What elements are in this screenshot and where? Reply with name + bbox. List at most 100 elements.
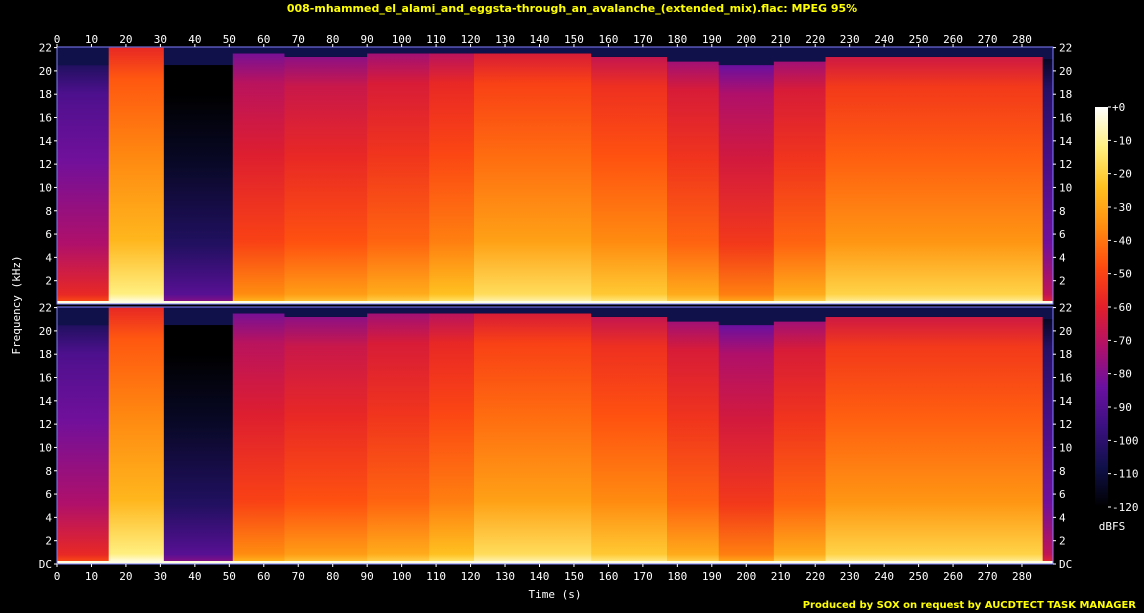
spectrogram-segment <box>939 316 1044 564</box>
y-tick-label-left: 18 <box>39 348 52 361</box>
x-tick-label-top: 200 <box>736 33 756 46</box>
y-tick-label-left: 2 <box>45 275 52 288</box>
x-tick-label-top: 190 <box>702 33 722 46</box>
y-tick-label-right: 14 <box>1059 135 1073 148</box>
spectrogram-channel-bottom <box>57 307 1053 564</box>
y-tick-label-left: 8 <box>45 465 52 478</box>
x-tick-label-top: 150 <box>564 33 584 46</box>
colorbar-tick-label: -70 <box>1112 334 1132 347</box>
spectrogram-segment <box>718 65 775 304</box>
x-tick-label-top: 160 <box>598 33 618 46</box>
spectrogram-cutoff-band <box>825 47 940 57</box>
x-tick-label-top: 10 <box>85 33 98 46</box>
spectrogram-segment <box>773 321 827 564</box>
spectrogram-segment <box>232 53 285 304</box>
y-tick-label-right: 22 <box>1059 42 1072 55</box>
colorbar-tick-label: -40 <box>1112 234 1132 247</box>
colorbar-tick-label: -30 <box>1112 201 1132 214</box>
x-tick-label-bottom: 70 <box>292 570 305 583</box>
x-tick-label-bottom: 60 <box>257 570 270 583</box>
plot-frame <box>56 306 1054 565</box>
y-tick-label-left: 20 <box>39 65 52 78</box>
x-tick-label-bottom: 150 <box>564 570 584 583</box>
y-tick-label-right: 12 <box>1059 158 1072 171</box>
y-tick-label-left: 16 <box>39 112 52 125</box>
spectrogram-segment <box>232 313 285 564</box>
x-tick-label-bottom: 250 <box>909 570 929 583</box>
y-tick-label-left: 14 <box>39 135 53 148</box>
y-tick-label-right: 20 <box>1059 325 1072 338</box>
x-tick-label-top: 100 <box>392 33 412 46</box>
spectrogram-cutoff-band <box>667 47 720 62</box>
x-tick-label-top: 180 <box>667 33 687 46</box>
spectrogram-cutoff-band <box>429 47 475 54</box>
spectrogram-segment <box>284 316 368 564</box>
x-tick-label-bottom: 220 <box>805 570 825 583</box>
spectrogram-segment <box>825 316 940 564</box>
x-tick-label-bottom: 90 <box>361 570 374 583</box>
x-tick-label-bottom: 190 <box>702 570 722 583</box>
x-tick-label-top: 90 <box>361 33 374 46</box>
spectrogram-segment <box>108 307 165 564</box>
y-tick-label-right: 8 <box>1059 465 1066 478</box>
spectrogram-segment <box>163 325 234 564</box>
y-tick-label-left: 16 <box>39 372 52 385</box>
x-tick-label-top: 30 <box>154 33 167 46</box>
x-tick-label-bottom: 170 <box>633 570 653 583</box>
spectrogram-channel-top <box>57 47 1053 304</box>
spectrogram-segment <box>667 61 720 304</box>
y-tick-label-right: 10 <box>1059 441 1072 454</box>
y-tick-label-left: 6 <box>45 488 52 501</box>
spectrogram-segment <box>367 313 430 564</box>
spectrogram-cutoff-band <box>939 47 1044 57</box>
spectrogram-cutoff-band <box>1042 47 1053 60</box>
x-tick-label-top: 40 <box>188 33 201 46</box>
spectrogram-segment <box>718 325 775 564</box>
x-tick-label-bottom: 180 <box>667 570 687 583</box>
spectrogram-segment <box>284 56 368 304</box>
x-tick-label-bottom: 230 <box>840 570 860 583</box>
x-tick-label-bottom: 270 <box>978 570 998 583</box>
x-tick-label-bottom: 210 <box>771 570 791 583</box>
y-tick-label-right: 14 <box>1059 395 1073 408</box>
spectrogram-cutoff-band <box>232 307 285 314</box>
colorbar-tick-label: -120 <box>1112 501 1139 514</box>
x-tick-label-top: 170 <box>633 33 653 46</box>
spectrogram-cutoff-band <box>773 307 827 322</box>
y-tick-label-right: 2 <box>1059 275 1066 288</box>
y-tick-label-right: 4 <box>1059 251 1066 264</box>
colorbar-tick-label: -80 <box>1112 368 1132 381</box>
colorbar-tick-label: -110 <box>1112 468 1139 481</box>
y-tick-label-left: DC <box>39 558 52 571</box>
spectrogram-segment <box>591 316 668 564</box>
x-tick-label-top: 260 <box>943 33 963 46</box>
x-tick-label-top: 20 <box>119 33 132 46</box>
spectrogram-segment <box>429 53 475 304</box>
dc-line <box>57 301 1053 304</box>
x-tick-label-bottom: 200 <box>736 570 756 583</box>
colorbar: +0 -10 -20 -30 -40 -50 -60 -70 -80 -90 -100 -110 -12… <box>1095 101 1139 533</box>
spectrogram-segment <box>57 325 110 564</box>
y-tick-label-right: 8 <box>1059 205 1066 218</box>
dc-line <box>57 561 1053 564</box>
spectrogram-cutoff-band <box>939 307 1044 317</box>
y-tick-label-right: 18 <box>1059 88 1072 101</box>
x-tick-label-bottom: 0 <box>54 570 61 583</box>
spectrogram-segment <box>667 321 720 564</box>
spectrogram-segment <box>939 56 1044 304</box>
y-tick-label-right: 2 <box>1059 535 1066 548</box>
colorbar-tick-label: -60 <box>1112 301 1132 314</box>
y-tick-label-right: 20 <box>1059 65 1072 78</box>
x-tick-label-bottom: 20 <box>119 570 132 583</box>
y-tick-label-right: 16 <box>1059 112 1072 125</box>
x-tick-label-bottom: 120 <box>461 570 481 583</box>
spectrogram-cutoff-band <box>429 307 475 314</box>
spectrogram-cutoff-band <box>57 307 110 326</box>
axes: 0 0 10 10 20 20 30 30 40 40 50 50 60 60 70 70 80 80 90 90 10… <box>39 33 1073 583</box>
x-tick-label-bottom: 240 <box>874 570 894 583</box>
spectrogram-cutoff-band <box>474 47 592 54</box>
y-tick-label-left: 4 <box>45 511 52 524</box>
spectrogram-cutoff-band <box>232 47 285 54</box>
colorbar-tick-label: -100 <box>1112 434 1139 447</box>
x-tick-label-top: 50 <box>223 33 236 46</box>
